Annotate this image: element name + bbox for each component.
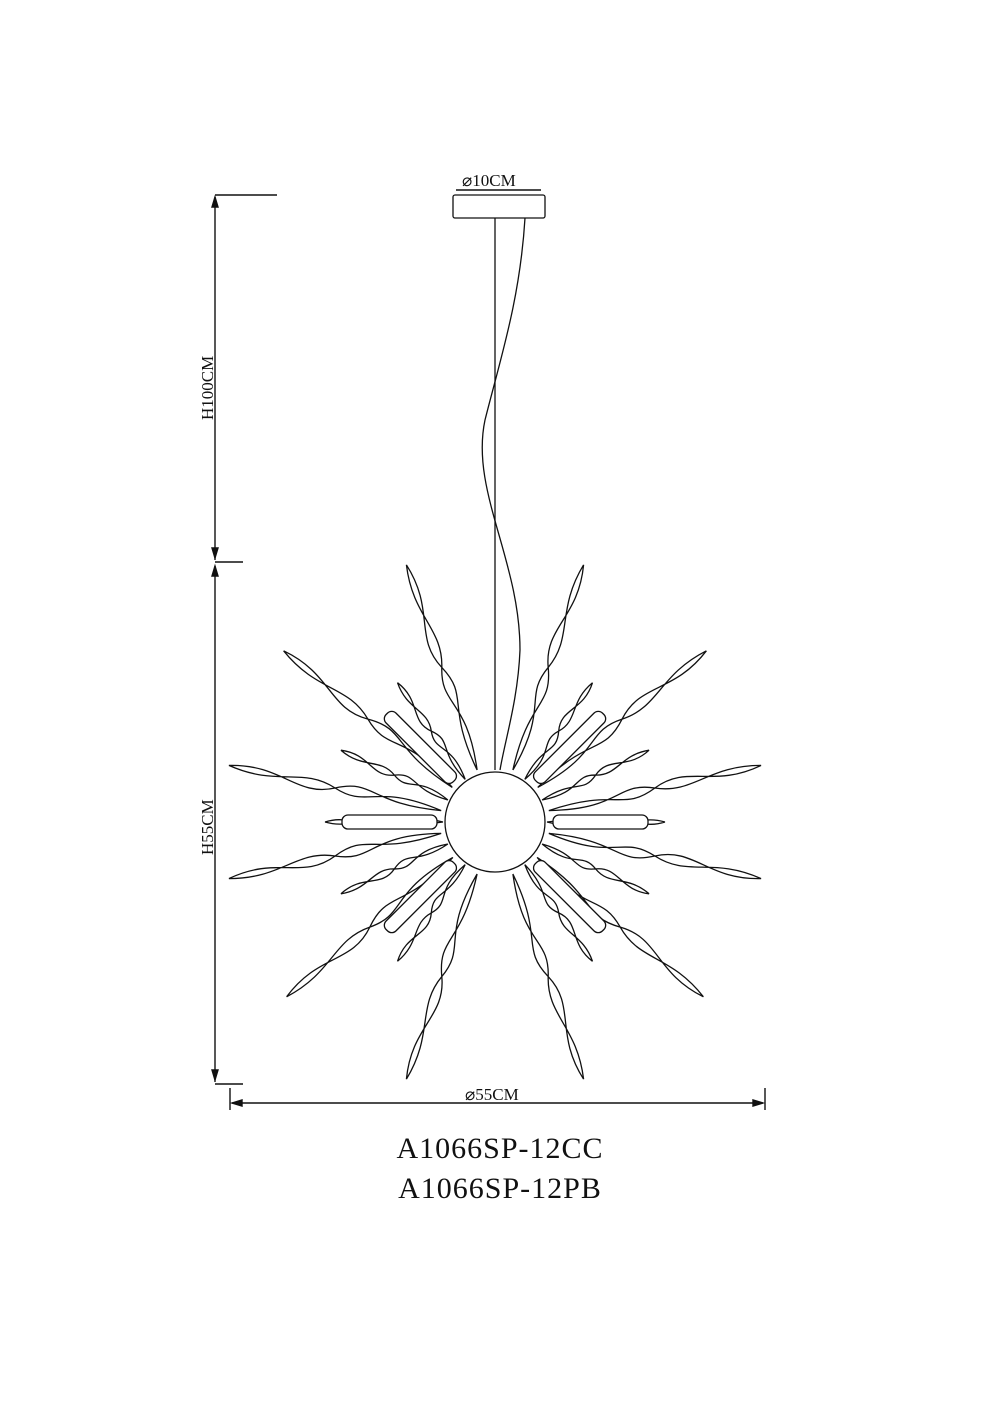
inner-leaf (541, 843, 650, 895)
inner-leaf (396, 864, 466, 962)
model-number-1: A1066SP-12CC (396, 1132, 604, 1165)
canopy-diameter-label: ⌀10CM (462, 171, 516, 190)
inner-leaf (340, 749, 449, 801)
leaf-arm (405, 564, 478, 771)
inner-leaf (524, 682, 594, 780)
bulb-socket (341, 814, 438, 830)
leaf-arm (405, 873, 478, 1080)
bulb-socket (532, 859, 607, 934)
bulb-socket (383, 859, 458, 934)
cable-height-label: H100CM (198, 356, 217, 420)
inner-leaf (396, 682, 466, 780)
bulb-socket (383, 710, 458, 785)
leaf-arm (548, 764, 762, 812)
center-sphere (444, 771, 546, 873)
leaf-arm (286, 856, 454, 998)
leaf-arm (537, 650, 707, 788)
model-number-2: A1066SP-12PB (398, 1172, 602, 1205)
body-diameter-label: ⌀55CM (465, 1085, 519, 1104)
lamp (228, 194, 762, 1080)
ceiling-canopy (452, 194, 546, 219)
inner-leaf (541, 749, 650, 801)
bulb-socket (532, 710, 607, 785)
power-cable (481, 217, 526, 771)
inner-leaf (524, 864, 594, 962)
body-height-label: H55CM (198, 799, 217, 855)
dimension-lines (211, 189, 766, 1110)
leaf-arm (512, 873, 585, 1080)
leaf-arm (228, 764, 442, 812)
inner-leaf (340, 843, 449, 895)
bulb-socket (552, 814, 649, 830)
leaf-arm (512, 564, 585, 771)
leaf-arm (228, 832, 442, 880)
leaf-arm (548, 832, 762, 880)
leaf-arms (228, 564, 762, 1080)
